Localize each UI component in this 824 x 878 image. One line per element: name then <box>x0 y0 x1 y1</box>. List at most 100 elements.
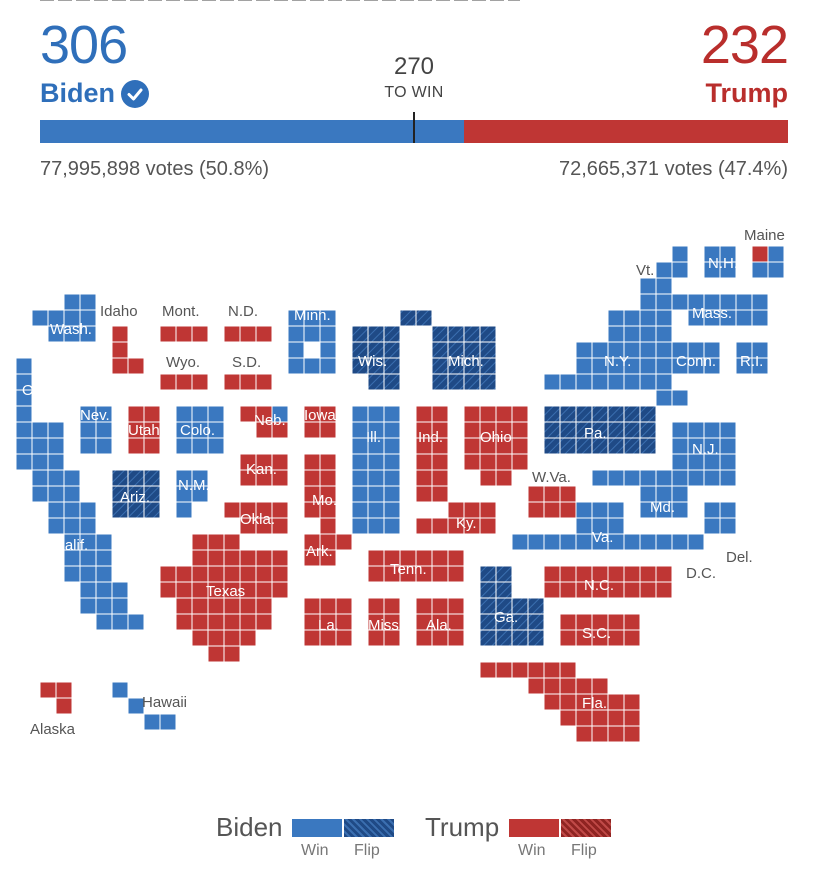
state-tiles-tenn <box>367 549 465 583</box>
state-label-ill: Ill. <box>366 429 381 446</box>
state-tile <box>607 373 625 391</box>
state-tiles-ky <box>415 501 497 535</box>
state-tile <box>95 533 113 551</box>
state-tile <box>239 373 257 391</box>
state-tile <box>367 597 385 615</box>
state-tile <box>543 501 561 519</box>
state-tile <box>175 437 193 455</box>
state-label-mich: Mich. <box>448 353 484 370</box>
state-tiles-del <box>703 501 737 535</box>
state-tiles-n-d <box>223 325 273 343</box>
state-label-ariz: Ariz. <box>120 489 150 506</box>
state-tiles-mass <box>671 293 769 327</box>
legend-biden-flip-swatch <box>344 819 394 837</box>
state-tile <box>271 581 289 599</box>
state-tile <box>559 501 577 519</box>
state-label-idaho: Idaho <box>100 303 138 320</box>
state-tiles-maine <box>751 245 785 279</box>
state-tile <box>447 565 465 583</box>
state-label-wyo: Wyo. <box>166 354 200 371</box>
state-tile <box>447 629 465 647</box>
state-tiles-kan <box>239 453 289 487</box>
state-tiles-n-j <box>671 421 737 487</box>
state-tile <box>431 453 449 471</box>
state-tile <box>655 325 673 343</box>
state-tile <box>719 421 737 439</box>
state-tile <box>655 309 673 327</box>
state-tile <box>447 597 465 615</box>
state-tile <box>655 373 673 391</box>
state-tile <box>111 613 129 631</box>
state-tile <box>479 405 497 423</box>
state-tile <box>543 565 561 583</box>
state-tile <box>191 325 209 343</box>
state-tiles-ala <box>415 597 465 647</box>
state-tile <box>431 597 449 615</box>
district-tile <box>751 245 769 263</box>
legend-biden-label: Biden <box>216 812 283 842</box>
state-label-minn: Minn. <box>294 307 331 324</box>
threshold-line <box>413 112 415 143</box>
state-tile <box>255 597 273 615</box>
state-label-okla: Okla. <box>240 511 275 528</box>
state-tile <box>79 581 97 599</box>
state-tiles-okla <box>223 501 289 535</box>
state-tile <box>191 629 209 647</box>
state-tile <box>623 405 641 423</box>
state-tile <box>719 261 737 279</box>
state-tile <box>607 501 625 519</box>
state-tile <box>175 565 193 583</box>
state-tile <box>31 485 49 503</box>
state-tile <box>639 325 657 343</box>
state-tile <box>735 309 753 327</box>
state-tile <box>367 485 385 503</box>
state-tile <box>271 469 289 487</box>
state-tile <box>703 501 721 519</box>
state-tile <box>351 453 369 471</box>
state-tile <box>111 325 129 343</box>
state-tiles-la <box>303 597 353 647</box>
state-tile <box>47 517 65 535</box>
state-tile <box>223 597 241 615</box>
state-tile <box>79 437 97 455</box>
state-tile <box>447 549 465 567</box>
state-tile <box>671 245 689 263</box>
state-tile <box>207 645 225 663</box>
state-tile <box>543 485 561 503</box>
state-tile <box>607 693 625 711</box>
state-tile <box>559 661 577 679</box>
state-tile <box>271 565 289 583</box>
state-tile <box>223 629 241 647</box>
state-tiles-ohio <box>463 405 529 487</box>
state-tile <box>415 485 433 503</box>
state-tile <box>639 437 657 455</box>
state-tiles-fla <box>479 661 641 743</box>
state-tile <box>95 613 113 631</box>
state-tile <box>527 501 545 519</box>
state-tiles-mich <box>399 309 497 391</box>
state-tile <box>223 533 241 551</box>
state-tile <box>607 325 625 343</box>
state-tile <box>111 469 129 487</box>
state-tile <box>47 437 65 455</box>
district-tile <box>271 405 289 423</box>
state-tile <box>383 485 401 503</box>
state-tile <box>367 453 385 471</box>
state-tile <box>479 325 497 343</box>
state-tile <box>383 325 401 343</box>
state-tile <box>591 501 609 519</box>
state-tile <box>639 581 657 599</box>
state-tile <box>719 437 737 455</box>
state-tile <box>63 293 81 311</box>
state-tile <box>159 325 177 343</box>
state-tile <box>239 565 257 583</box>
state-tiles-wis <box>351 325 401 391</box>
state-tile <box>575 501 593 519</box>
state-tiles-va <box>511 501 673 551</box>
state-tile <box>623 629 641 647</box>
state-label-texas: Texas <box>206 583 245 600</box>
state-tile <box>431 325 449 343</box>
state-tile <box>319 325 337 343</box>
state-tile <box>191 597 209 615</box>
state-tile <box>607 517 625 535</box>
